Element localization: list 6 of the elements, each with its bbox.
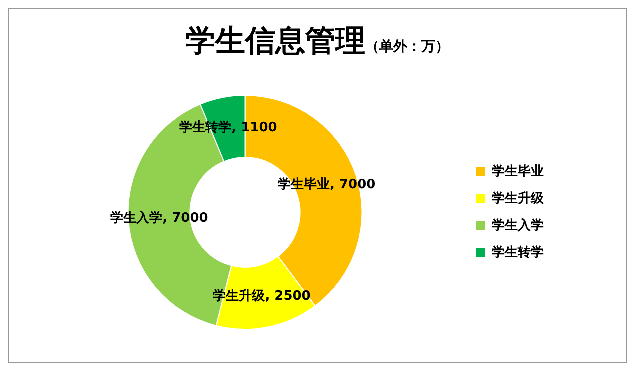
- legend-label: 学生入学: [492, 217, 544, 234]
- legend-label: 学生转学: [492, 245, 544, 260]
- legend-label: 学生升级: [492, 190, 545, 206]
- legend-label: 学生毕业: [492, 164, 544, 180]
- chart-title: 学生信息管理: [186, 24, 366, 59]
- chart-subtitle: （单外：万）: [366, 39, 450, 55]
